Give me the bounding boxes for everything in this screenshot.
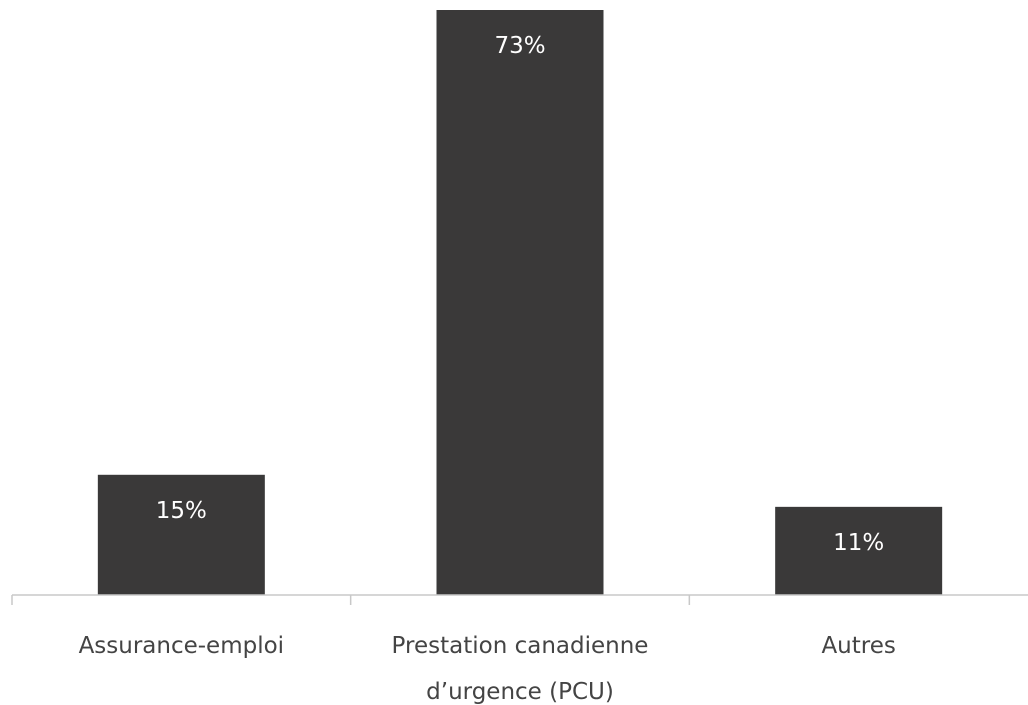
category-label: Prestation canadienne [392, 633, 649, 659]
category-labels-group: Assurance-emploi Prestation canadienne d’u… [79, 633, 896, 705]
category-label: Autres [821, 633, 895, 659]
bar-data-label: 11% [833, 530, 884, 556]
bar-data-label: 73% [494, 33, 545, 59]
bar [436, 10, 604, 595]
category-label: d’urgence (PCU) [426, 679, 614, 705]
bar [97, 474, 265, 595]
bar [775, 506, 943, 595]
bar-data-label: 15% [156, 498, 207, 524]
x-axis-ticks [11, 595, 691, 605]
category-label: Assurance-emploi [79, 633, 285, 659]
data-labels-group: 15% 73% 11% [156, 33, 884, 556]
bars-group [97, 10, 943, 595]
